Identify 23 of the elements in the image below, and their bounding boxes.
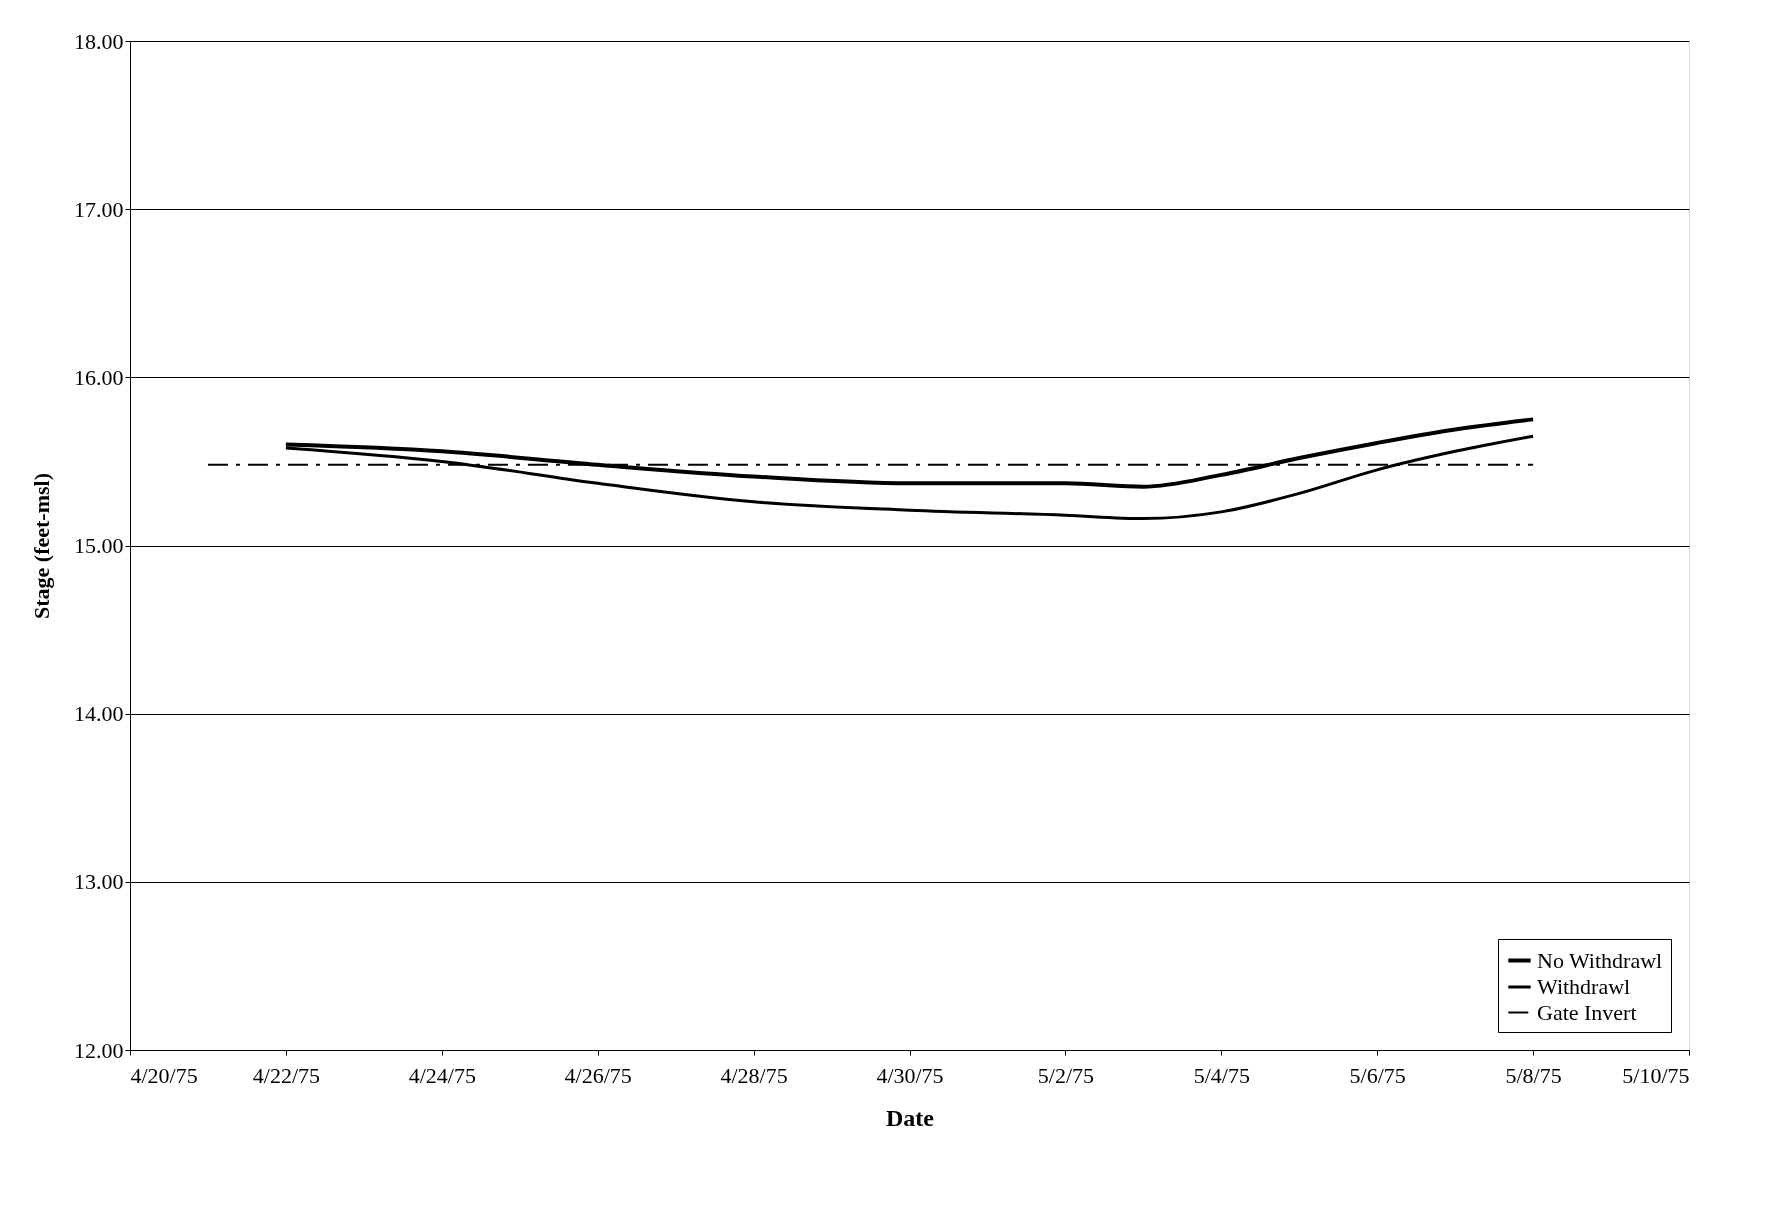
- legend-label: Withdrawl: [1537, 974, 1631, 999]
- y-tick-label: 16.00: [74, 364, 124, 390]
- y-axis-title: Stage (feet-msl): [29, 473, 54, 619]
- legend-label: No Withdrawl: [1537, 947, 1663, 973]
- y-tick-label: 17.00: [74, 196, 124, 222]
- x-tick-label: 5/2/75: [1037, 1062, 1095, 1088]
- x-tick-label: 5/8/75: [1505, 1062, 1562, 1088]
- x-tick-label: 4/20/75: [130, 1062, 198, 1088]
- x-tick-label: 4/28/75: [720, 1062, 788, 1088]
- y-tick-label: 12.00: [74, 1037, 124, 1063]
- x-tick-label: 5/10/75: [1622, 1062, 1690, 1088]
- x-axis-title: Date: [886, 1104, 935, 1131]
- y-tick-label: 13.00: [74, 869, 124, 895]
- x-tick-label: 5/4/75: [1193, 1062, 1250, 1088]
- y-tick-label: 15.00: [74, 533, 124, 558]
- x-tick-label: 5/6/75: [1349, 1062, 1406, 1088]
- legend-label: Gate Invert: [1537, 999, 1637, 1025]
- x-tick-label: 4/26/75: [564, 1062, 632, 1088]
- x-tick-label: 4/24/75: [408, 1062, 476, 1088]
- y-tick-label: 14.00: [74, 701, 124, 727]
- y-tick-label: 18.00: [74, 28, 124, 54]
- x-tick-label: 4/22/75: [252, 1062, 321, 1088]
- x-tick-label: 4/30/75: [876, 1062, 944, 1088]
